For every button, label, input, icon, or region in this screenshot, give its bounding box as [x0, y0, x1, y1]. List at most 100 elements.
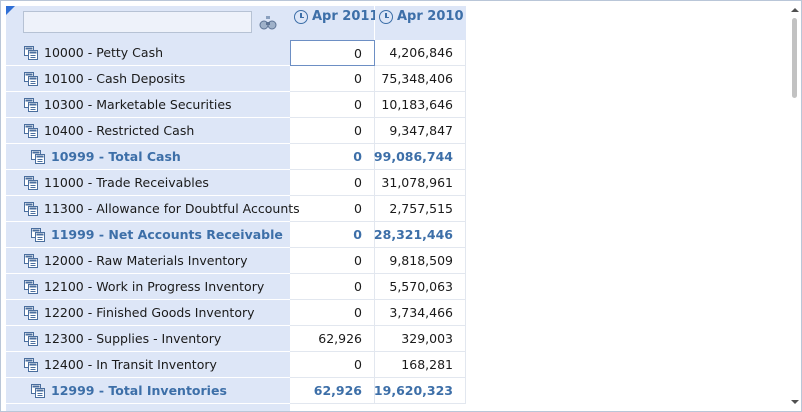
- row-label: 12100 - Work in Progress Inventory: [44, 279, 265, 294]
- row-header[interactable]: 10999 - Total Cash: [6, 144, 290, 170]
- column-header-label: Apr 2011: [312, 9, 379, 24]
- table-row: 12300 - Supplies - Inventory 62,926 329,00…: [6, 326, 466, 352]
- value-cell-apr-2010[interactable]: 9,347,847: [375, 118, 466, 144]
- value-cell-apr-2011[interactable]: 0: [290, 40, 375, 66]
- value-cell-apr-2010[interactable]: 19,620,323: [374, 378, 466, 404]
- row-header[interactable]: 10300 - Marketable Securities: [6, 92, 290, 118]
- row-label: 12400 - In Transit Inventory: [44, 357, 217, 372]
- value-cell-apr-2010[interactable]: 4,206,846: [375, 40, 466, 66]
- value-cell-apr-2010[interactable]: 28,321,446: [374, 222, 466, 248]
- row-label: 10100 - Cash Deposits: [44, 71, 186, 86]
- value-cell-apr-2010[interactable]: 75,348,406: [375, 66, 466, 92]
- row-label: 11999 - Net Accounts Receivable: [51, 227, 283, 242]
- scrollbar-thumb[interactable]: [792, 18, 797, 98]
- row-header[interactable]: 12200 - Finished Goods Inventory: [6, 300, 290, 326]
- value-cell-apr-2011[interactable]: 0: [290, 300, 375, 326]
- row-header[interactable]: 12999 - Total Inventories: [6, 378, 290, 404]
- row-label: 10400 - Restricted Cash: [44, 123, 195, 138]
- table-row: 10300 - Marketable Securities 0 10,183,646: [6, 92, 466, 118]
- value-cell-apr-2011[interactable]: 0: [290, 92, 375, 118]
- value-cell-apr-2010[interactable]: 31,078,961: [375, 170, 466, 196]
- table-row: 10400 - Restricted Cash 0 9,347,847: [6, 118, 466, 144]
- account-icon: [31, 227, 45, 242]
- row-label: 10300 - Marketable Securities: [44, 97, 232, 112]
- value-cell-apr-2011[interactable]: 0: [290, 274, 375, 300]
- table-row: 11000 - Trade Receivables 0 31,078,961: [6, 170, 466, 196]
- value-cell-apr-2011[interactable]: 0: [290, 248, 375, 274]
- value-cell-apr-2011[interactable]: 0: [290, 118, 375, 144]
- account-icon: [24, 45, 38, 60]
- table-row-partial: [6, 404, 290, 411]
- column-header-label: Apr 2010: [397, 9, 464, 24]
- clock-icon: [379, 10, 393, 24]
- value-cell-apr-2010[interactable]: 329,003: [375, 326, 466, 352]
- row-label: 11000 - Trade Receivables: [44, 175, 209, 190]
- value-cell-apr-2011[interactable]: 0: [290, 222, 375, 248]
- total-row: 10999 - Total Cash 0 99,086,744: [6, 144, 466, 170]
- account-icon: [24, 71, 38, 86]
- account-icon: [24, 97, 38, 112]
- filter-binoculars-icon[interactable]: [259, 15, 277, 31]
- scroll-up-arrow-icon[interactable]: [791, 8, 799, 12]
- value-cell-apr-2010[interactable]: 5,570,063: [375, 274, 466, 300]
- account-icon: [24, 175, 38, 190]
- row-header[interactable]: 10100 - Cash Deposits: [6, 66, 290, 92]
- table-row: 12200 - Finished Goods Inventory 0 3,734,4…: [6, 300, 466, 326]
- row-label: 10000 - Petty Cash: [44, 45, 164, 60]
- account-icon: [24, 279, 38, 294]
- data-grid-body: 10000 - Petty Cash 0 4,206,846 10100 - Cash…: [6, 40, 466, 404]
- value-cell-apr-2010[interactable]: 168,281: [375, 352, 466, 378]
- column-header-apr-2010[interactable]: Apr 2010: [375, 6, 466, 40]
- account-icon: [24, 331, 38, 346]
- row-label: 12200 - Finished Goods Inventory: [44, 305, 255, 320]
- account-icon: [24, 123, 38, 138]
- value-cell-apr-2010[interactable]: 99,086,744: [374, 144, 466, 170]
- table-row: 11300 - Allowance for Doubtful Accounts 0…: [6, 196, 466, 222]
- row-header[interactable]: 10000 - Petty Cash: [6, 40, 290, 66]
- row-label: 12300 - Supplies - Inventory: [44, 331, 222, 346]
- row-header[interactable]: 12100 - Work in Progress Inventory: [6, 274, 290, 300]
- value-cell-apr-2010[interactable]: 3,734,466: [375, 300, 466, 326]
- value-cell-apr-2011[interactable]: 0: [290, 196, 375, 222]
- row-header[interactable]: 12000 - Raw Materials Inventory: [6, 248, 290, 274]
- value-cell-apr-2011[interactable]: 0: [290, 352, 375, 378]
- total-row: 11999 - Net Accounts Receivable 0 28,321,4…: [6, 222, 466, 248]
- value-cell-apr-2011[interactable]: 0: [290, 66, 375, 92]
- total-row: 12999 - Total Inventories 62,926 19,620,32…: [6, 378, 466, 404]
- value-cell-apr-2011[interactable]: 0: [290, 170, 375, 196]
- table-row: 10000 - Petty Cash 0 4,206,846: [6, 40, 466, 66]
- search-input[interactable]: [23, 11, 252, 33]
- table-row: 12400 - In Transit Inventory 0 168,281: [6, 352, 466, 378]
- value-cell-apr-2010[interactable]: 10,183,646: [375, 92, 466, 118]
- table-row: 12000 - Raw Materials Inventory 0 9,818,50…: [6, 248, 466, 274]
- value-cell-apr-2010[interactable]: 9,818,509: [375, 248, 466, 274]
- scroll-down-arrow-icon[interactable]: [791, 400, 799, 404]
- row-header[interactable]: 11999 - Net Accounts Receivable: [6, 222, 290, 248]
- column-header-apr-2011[interactable]: Apr 2011: [290, 6, 379, 40]
- row-label: 11300 - Allowance for Doubtful Accounts: [44, 201, 300, 216]
- account-icon: [24, 201, 38, 216]
- row-header[interactable]: 10400 - Restricted Cash: [6, 118, 290, 144]
- row-header[interactable]: 11000 - Trade Receivables: [6, 170, 290, 196]
- vertical-scrollbar[interactable]: [788, 2, 801, 411]
- row-label: 10999 - Total Cash: [51, 149, 181, 164]
- value-cell-apr-2011[interactable]: 0: [290, 144, 375, 170]
- row-label: 12999 - Total Inventories: [51, 383, 227, 398]
- account-icon: [24, 253, 38, 268]
- row-header[interactable]: 12300 - Supplies - Inventory: [6, 326, 290, 352]
- table-row: 12100 - Work in Progress Inventory 0 5,570…: [6, 274, 466, 300]
- account-icon: [24, 305, 38, 320]
- account-icon: [31, 383, 45, 398]
- value-cell-apr-2010[interactable]: 2,757,515: [375, 196, 466, 222]
- account-icon: [24, 357, 38, 372]
- row-header[interactable]: 12400 - In Transit Inventory: [6, 352, 290, 378]
- clock-icon: [294, 10, 308, 24]
- row-header[interactable]: 11300 - Allowance for Doubtful Accounts: [6, 196, 300, 222]
- account-icon: [31, 149, 45, 164]
- row-label: 12000 - Raw Materials Inventory: [44, 253, 248, 268]
- corner-triangle-icon[interactable]: [6, 6, 15, 15]
- value-cell-apr-2011[interactable]: 62,926: [290, 378, 375, 404]
- value-cell-apr-2011[interactable]: 62,926: [290, 326, 375, 352]
- table-row: 10100 - Cash Deposits 0 75,348,406: [6, 66, 466, 92]
